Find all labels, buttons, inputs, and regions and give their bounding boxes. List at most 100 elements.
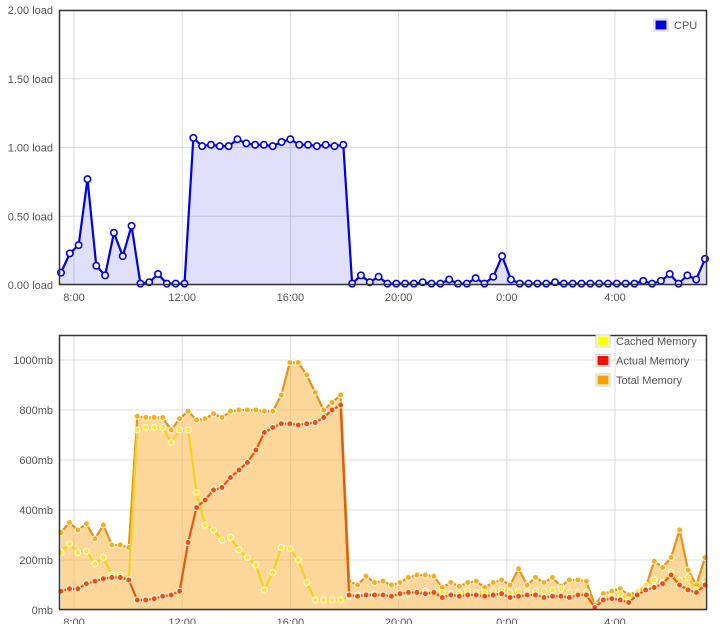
actual-memory-data-point (218, 483, 226, 492)
y-tick-label: 0.00 load (8, 280, 53, 292)
actual-memory-data-point (277, 420, 285, 428)
plot-border (58, 9, 708, 286)
cpu-data-point (612, 279, 621, 288)
actual-memory-data-point (193, 503, 201, 512)
cached-memory-data-point (176, 426, 184, 434)
actual-memory-data-point (506, 593, 514, 602)
cached-memory-data-point (226, 533, 235, 542)
actual-memory-data-point (260, 428, 268, 437)
cpu-data-point (304, 140, 313, 149)
cached-memory-data-point (193, 488, 201, 497)
total-memory-data-point (515, 565, 523, 573)
actual-memory-data-point (608, 595, 616, 603)
total-memory-data-point (184, 407, 192, 415)
cpu-data-point (224, 142, 233, 151)
cpu-data-point (480, 279, 489, 288)
cpu-data-point (577, 279, 586, 288)
y-tick-label: 0mb (32, 605, 53, 617)
x-tick-label: 16:00 (277, 292, 305, 304)
actual-memory-data-point (133, 596, 141, 604)
cpu-data-point (595, 279, 604, 288)
cpu-data-point (621, 279, 630, 288)
cpu-data-point (154, 269, 163, 278)
x-tick-label: 12:00 (168, 617, 196, 624)
cached-memory-data-point (320, 596, 328, 604)
actual-memory-data-point (616, 596, 624, 604)
total-memory-data-point (294, 358, 302, 367)
cpu-data-point (392, 279, 401, 288)
x-tick-label: 20:00 (385, 617, 413, 624)
total-memory-data-point (74, 526, 82, 534)
cached-memory-data-point (74, 548, 82, 557)
cpu-data-point (401, 279, 410, 288)
total-memory-data-point (303, 371, 311, 379)
actual-memory-data-point (362, 591, 370, 599)
actual-memory-data-point (82, 580, 90, 588)
total-memory-data-point (472, 577, 480, 585)
cpu-data-point (445, 275, 454, 284)
actual-memory-data-point (150, 595, 158, 603)
cpu-data-point (109, 228, 118, 237)
cpu-data-point (348, 279, 357, 288)
actual-memory-data-point (243, 458, 251, 467)
total-memory-data-point (684, 566, 692, 574)
cpu-data-point (171, 279, 180, 288)
cpu-data-point (101, 271, 110, 280)
cached-memory-data-point (235, 546, 243, 554)
actual-memory-data-point (650, 583, 658, 592)
actual-memory-data-point (65, 585, 74, 593)
total-memory-data-point (65, 518, 74, 527)
actual-memory-data-point (625, 598, 633, 607)
cached-memory-data-point (328, 596, 336, 604)
cached-memory-data-point (303, 578, 311, 587)
actual-memory-data-point (642, 586, 650, 594)
y-tick-label: 0.50 load (8, 211, 53, 223)
actual-memory-data-point (167, 591, 175, 599)
total-memory-data-point (464, 578, 472, 587)
total-memory-data-point (260, 407, 268, 415)
total-memory-data-point (540, 578, 548, 587)
total-memory-data-point (269, 407, 277, 415)
actual-memory-data-point (633, 591, 641, 599)
cpu-data-point (665, 269, 674, 278)
cached-memory-data-point (260, 586, 268, 594)
cpu-data-point (127, 221, 136, 230)
cpu-data-point (533, 279, 542, 288)
actual-memory-data-point (498, 590, 506, 598)
cached-memory-data-point (218, 536, 226, 544)
cpu-data-point (330, 142, 339, 151)
cpu-data-point (233, 135, 242, 144)
actual-memory-data-point (209, 486, 218, 494)
total-memory-data-point (337, 391, 345, 399)
y-tick-label: 400mb (19, 505, 53, 517)
chart-legend: CPU (653, 18, 697, 32)
cpu-data-point (118, 252, 127, 261)
legend-swatch (655, 20, 667, 30)
actual-memory-data-point (430, 588, 438, 597)
total-memory-data-point (396, 578, 404, 587)
x-tick-label: 0:00 (496, 617, 517, 624)
total-memory-data-point (447, 578, 455, 587)
actual-memory-data-point (176, 587, 184, 595)
cpu-data-point (639, 276, 648, 285)
legend-label: Actual Memory (616, 356, 690, 368)
actual-memory-data-point (269, 423, 277, 432)
actual-memory-data-point (438, 593, 446, 602)
actual-memory-data-point (531, 591, 540, 599)
cpu-data-point (471, 274, 480, 283)
actual-memory-data-point (515, 592, 523, 600)
cpu-data-point (268, 142, 277, 151)
actual-memory-data-point (252, 446, 260, 454)
cached-memory-data-point (201, 521, 209, 529)
cached-memory-data-point (209, 526, 218, 534)
cpu-data-point (453, 279, 462, 288)
cpu-data-point (383, 279, 392, 288)
total-memory-data-point (286, 358, 294, 367)
x-tick-label: 16:00 (277, 617, 305, 624)
legend-swatch (597, 356, 609, 365)
total-memory-data-point (108, 541, 116, 549)
cpu-data-point (339, 140, 348, 149)
x-tick-label: 12:00 (168, 292, 196, 304)
actual-memory-data-point (320, 413, 328, 422)
cached-memory-data-point (184, 426, 192, 434)
